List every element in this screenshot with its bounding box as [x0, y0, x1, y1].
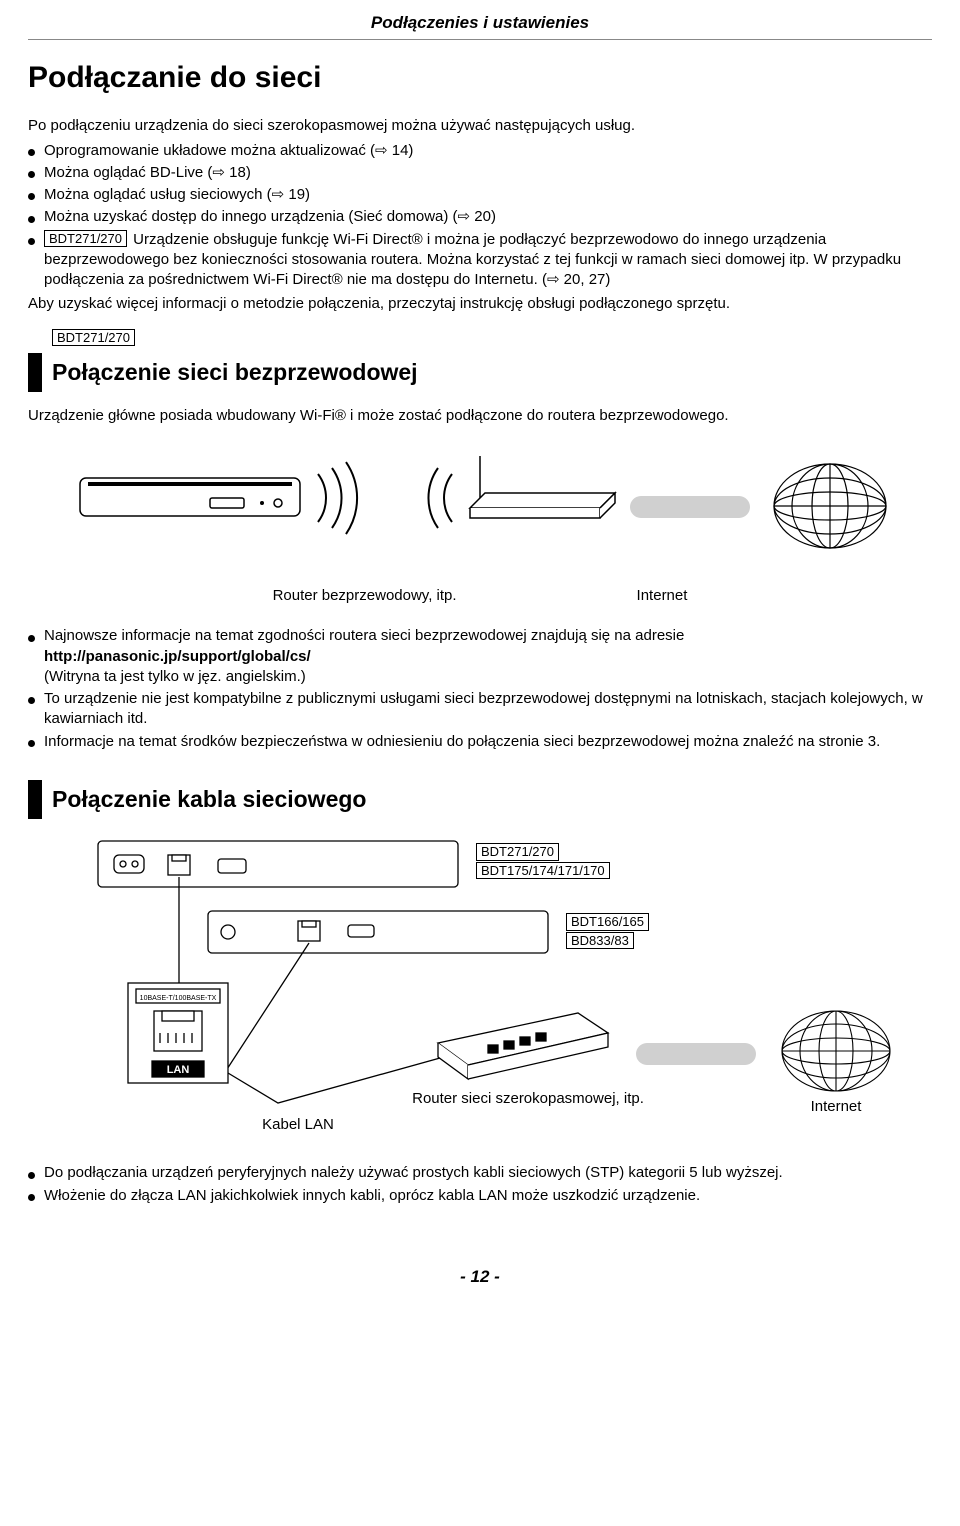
caption-internet-lan: Internet: [811, 1098, 863, 1115]
list-item: Informacje na temat środków bezpieczeńst…: [28, 732, 932, 752]
wireless-captions: Router bezprzewodowy, itp. Internet: [28, 586, 932, 606]
list-item-wifi: BDT271/270 Urządzenie obsługuje funkcję …: [28, 230, 932, 291]
model-tag: BD833/83: [566, 932, 634, 950]
section-heading-wireless: Połączenie sieci bezprzewodowej: [28, 353, 932, 392]
heading-text: Połączenie sieci bezprzewodowej: [52, 353, 418, 392]
list-item: Włożenie do złącza LAN jakichkolwiek inn…: [28, 1186, 932, 1206]
caption-router: Router bezprzewodowy, itp.: [273, 586, 457, 606]
caption-router-lan: Router sieci szerokopasmowej, itp.: [412, 1090, 644, 1107]
wireless-section: BDT271/270 Połączenie sieci bezprzewodow…: [28, 329, 932, 392]
heading-bar: [28, 780, 42, 819]
lan-diagram-wrap: BDT271/270 BDT175/174/171/170 BDT166/165…: [88, 833, 932, 1149]
list-item: Najnowsze informacje na temat zgodności …: [28, 626, 932, 687]
wireless-notes: Najnowsze informacje na temat zgodności …: [28, 626, 932, 752]
model-tag: BDT166/165: [566, 913, 649, 931]
lan-notes: Do podłączania urządzeń peryferyjnych na…: [28, 1163, 932, 1206]
list-item: Można uzyskać dostęp do innego urządzeni…: [28, 207, 932, 227]
section-heading-lan: Połączenie kabla sieciowego: [28, 780, 932, 819]
list-item: Do podłączania urządzeń peryferyjnych na…: [28, 1163, 932, 1183]
heading-bar: [28, 353, 42, 392]
list-item: Można oglądać BD-Live (⇨ 18): [28, 163, 932, 183]
model-tag: BDT271/270: [52, 329, 135, 347]
intro-text: Po podłączeniu urządzenia do sieci szero…: [28, 116, 932, 136]
wireless-diagram: [60, 438, 900, 568]
followup-text: Aby uzyskać więcej informacji o metodzie…: [28, 294, 932, 314]
port-label-lan: LAN: [167, 1064, 190, 1076]
heading-text: Połączenie kabla sieciowego: [52, 780, 366, 819]
model-tag: BDT271/270: [476, 843, 559, 861]
list-item: Oprogramowanie układowe można aktualizow…: [28, 141, 932, 161]
port-label-top: 10BASE-T/100BASE-TX: [140, 995, 217, 1002]
support-url: http://panasonic.jp/support/global/cs/: [44, 648, 311, 665]
list-item: Można oglądać usług sieciowych (⇨ 19): [28, 185, 932, 205]
model-tag: BDT175/174/171/170: [476, 862, 610, 880]
wifi-direct-text: Urządzenie obsługuje funkcję Wi-Fi Direc…: [44, 231, 901, 289]
wireless-sentence: Urządzenie główne posiada wbudowany Wi-F…: [28, 406, 932, 426]
page-title: Podłączanie do sieci: [28, 58, 932, 99]
note-text: (Witryna ta jest tylko w jęz. angielskim…: [44, 668, 306, 685]
list-item: To urządzenie nie jest kompatybilne z pu…: [28, 689, 932, 730]
page-header: Podłączenies i ustawienies: [28, 12, 932, 40]
caption-internet: Internet: [637, 586, 688, 606]
caption-cable: Kabel LAN: [262, 1116, 334, 1133]
model-tag: BDT271/270: [44, 230, 127, 248]
lan-diagram: BDT271/270 BDT175/174/171/170 BDT166/165…: [88, 833, 908, 1143]
page-number: - 12 -: [28, 1266, 932, 1289]
feature-list: Oprogramowanie układowe można aktualizow…: [28, 141, 932, 291]
note-text: Najnowsze informacje na temat zgodności …: [44, 627, 684, 644]
